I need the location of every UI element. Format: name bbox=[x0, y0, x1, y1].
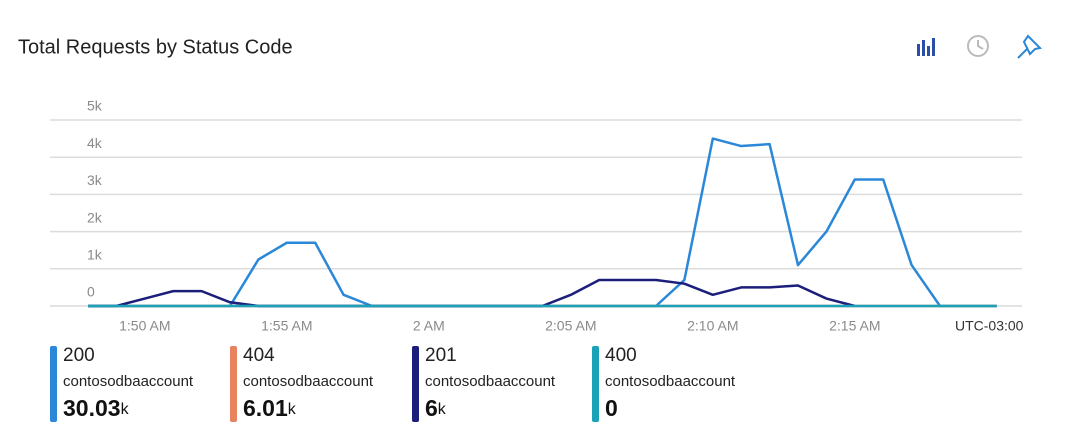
legend-total: 6k bbox=[425, 395, 447, 421]
legend-resource: contosodbaaccount bbox=[243, 373, 374, 390]
legend-swatch bbox=[50, 346, 57, 422]
legend-swatch bbox=[592, 346, 599, 422]
legend-name: 201 bbox=[425, 345, 457, 366]
legend-total-value: 0 bbox=[605, 395, 618, 421]
y-tick-label: 4k bbox=[87, 135, 103, 151]
series-line bbox=[88, 137, 997, 308]
legend-total-unit: k bbox=[121, 401, 130, 418]
legend-resource: contosodbaaccount bbox=[425, 373, 556, 390]
legend-total-value: 6 bbox=[425, 395, 438, 421]
history-icon[interactable] bbox=[967, 35, 989, 57]
y-tick-label: 2k bbox=[87, 209, 103, 225]
legend-total: 6.01k bbox=[243, 395, 297, 421]
legend-name: 200 bbox=[63, 345, 95, 366]
legend-resource: contosodbaaccount bbox=[63, 373, 194, 390]
legend-total-value: 30.03 bbox=[63, 395, 121, 421]
legend-total-value: 6.01 bbox=[243, 395, 288, 421]
pin-icon[interactable] bbox=[1017, 34, 1043, 59]
timezone-label: UTC-03:00 bbox=[955, 318, 1024, 334]
legend-total: 30.03k bbox=[63, 395, 130, 421]
y-tick-label: 0 bbox=[87, 284, 95, 300]
chart-icon[interactable] bbox=[917, 38, 935, 56]
y-tick-label: 3k bbox=[87, 172, 103, 188]
y-tick-label: 1k bbox=[87, 247, 103, 263]
legend-name: 400 bbox=[605, 345, 637, 366]
y-tick-label: 5k bbox=[87, 98, 103, 114]
chart-title: Total Requests by Status Code bbox=[18, 36, 293, 58]
x-tick-label: 2:05 AM bbox=[545, 318, 596, 334]
x-tick-label: 2 AM bbox=[413, 318, 445, 334]
legend-total-unit: k bbox=[288, 401, 297, 418]
legend-resource: contosodbaaccount bbox=[605, 373, 736, 390]
x-tick-label: 1:50 AM bbox=[119, 318, 170, 334]
legend-name: 404 bbox=[243, 345, 275, 366]
legend-total-unit: k bbox=[438, 401, 447, 418]
series-line bbox=[88, 278, 856, 308]
legend-total: 0 bbox=[605, 395, 618, 421]
legend-swatch bbox=[412, 346, 419, 422]
x-tick-label: 2:10 AM bbox=[687, 318, 738, 334]
x-tick-label: 2:15 AM bbox=[829, 318, 880, 334]
legend-swatch bbox=[230, 346, 237, 422]
x-tick-label: 1:55 AM bbox=[261, 318, 312, 334]
